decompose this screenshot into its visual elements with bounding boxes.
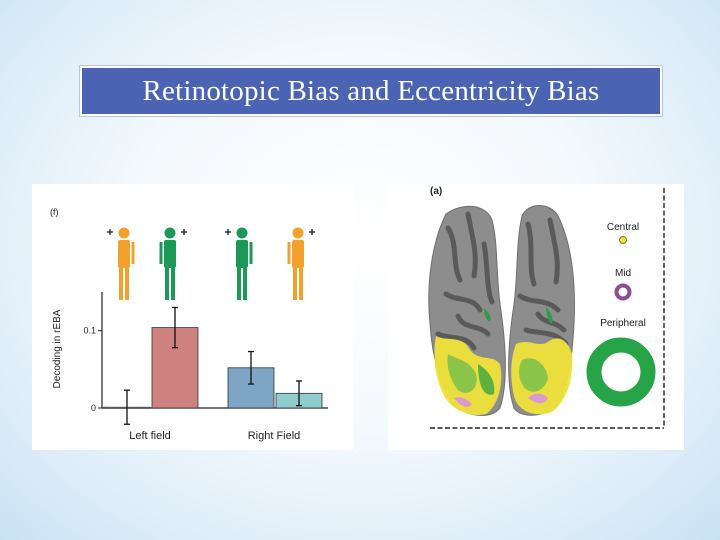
person-figure-icon — [287, 227, 315, 300]
bar-chart: (f) 0 0.1 Left field Right Field Decoding i… — [50, 207, 328, 442]
person-figure-icon — [159, 227, 187, 300]
mid-label: Mid — [615, 268, 631, 279]
x-category-label: Right Field — [248, 430, 301, 442]
mid-ring-icon — [614, 283, 632, 301]
central-label: Central — [607, 222, 639, 233]
stimulus-figures — [107, 227, 315, 300]
y-tick-label: 0.1 — [83, 326, 96, 336]
chart-axes: 0 0.1 Left field Right Field — [83, 292, 328, 442]
slide-title: Retinotopic Bias and Eccentricity Bias — [142, 74, 600, 107]
peripheral-ring-icon — [586, 337, 656, 407]
x-category-label: Left field — [129, 430, 171, 442]
person-figure-icon — [225, 227, 253, 300]
central-disc-icon — [619, 236, 627, 244]
right-hemisphere-icon — [508, 205, 575, 416]
slide-title-bar: Retinotopic Bias and Eccentricity Bias — [80, 66, 662, 116]
brain-map-figure: (a) Central Mid Peripheral — [428, 186, 665, 429]
bar-chart-panel: (f) 0 0.1 Left field Right Field Decoding i… — [32, 184, 354, 450]
person-figure-icon — [107, 227, 135, 300]
y-tick-label: 0 — [91, 403, 96, 413]
peripheral-label: Peripheral — [600, 318, 646, 329]
left-hemisphere-icon — [428, 205, 506, 416]
panel-label-a: (a) — [430, 186, 442, 197]
panel-label-f: (f) — [50, 207, 59, 217]
brain-map-panel: (a) Central Mid Peripheral — [388, 184, 684, 450]
y-axis-label: Decoding in rEBA — [52, 309, 63, 388]
chart-bars — [103, 306, 323, 425]
